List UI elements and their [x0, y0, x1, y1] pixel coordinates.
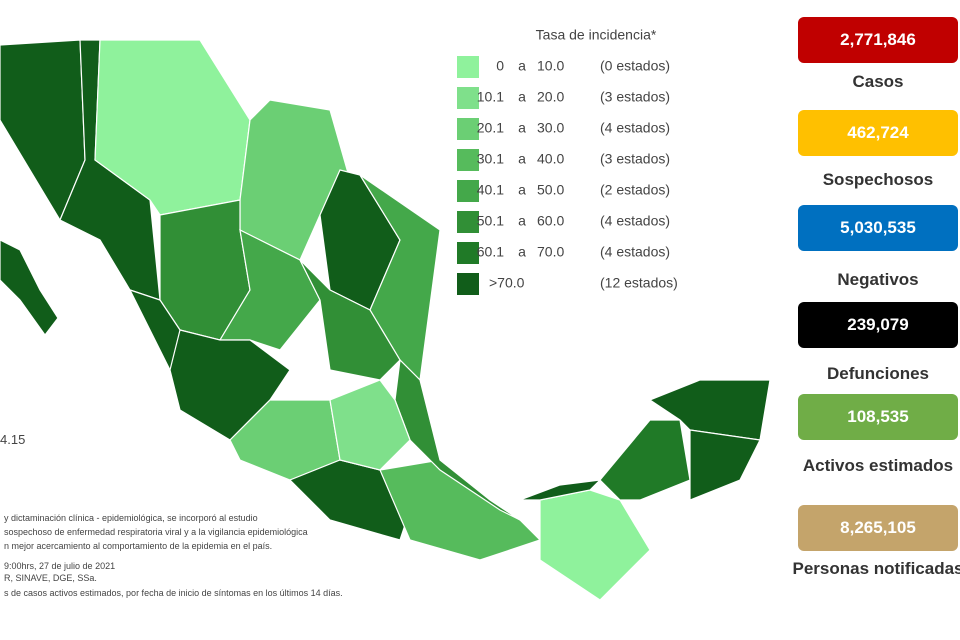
legend-count: (12 estados) — [600, 275, 678, 291]
legend-count: (2 estados) — [600, 182, 670, 198]
legend-swatch — [457, 87, 479, 109]
legend-from: 40.1 — [477, 182, 504, 198]
legend-connector: a — [518, 89, 526, 105]
legend-from: >70.0 — [489, 275, 525, 291]
legend-from: 50.1 — [477, 213, 504, 229]
legend-swatch — [457, 180, 479, 202]
legend-count: (4 estados) — [600, 120, 670, 136]
legend-to: 60.0 — [537, 213, 564, 229]
notes: y dictaminación clínica - epidemiológica… — [4, 513, 343, 598]
note: sospechoso de enfermedad respiratoria vi… — [4, 527, 308, 537]
legend-swatch — [457, 118, 479, 140]
legend-to: 20.0 — [537, 89, 564, 105]
state — [539, 489, 651, 601]
note: R, SINAVE, DGE, SSa. — [4, 573, 97, 583]
legend-count: (4 estados) — [600, 244, 670, 260]
note: 9:00hrs, 27 de julio de 2021 — [4, 561, 115, 571]
legend-count: (4 estados) — [600, 213, 670, 229]
stat-value: 239,079 — [798, 302, 958, 348]
stat-label: Personas notificadas — [792, 559, 960, 578]
state — [599, 419, 691, 501]
stat-label: Activos estimados — [802, 456, 954, 475]
stat-value: 8,265,105 — [798, 505, 958, 551]
legend-connector: a — [518, 58, 526, 74]
side-text: 4.15 — [0, 432, 25, 447]
legend-from: 0 — [496, 58, 504, 74]
legend-count: (3 estados) — [600, 89, 670, 105]
note: n mejor acercamiento al comportamiento d… — [4, 541, 272, 551]
legend-connector: a — [518, 182, 526, 198]
legend-swatch — [457, 273, 479, 295]
legend-count: (3 estados) — [600, 151, 670, 167]
legend-swatch — [457, 242, 479, 264]
mexico-map — [0, 39, 771, 601]
state — [379, 459, 542, 561]
stat-label: Sospechosos — [822, 170, 934, 189]
note: y dictaminación clínica - epidemiológica… — [4, 513, 258, 523]
legend-from: 20.1 — [477, 120, 504, 136]
legend-connector: a — [518, 213, 526, 229]
legend-title: Tasa de incidencia* — [536, 27, 657, 43]
state — [519, 479, 602, 501]
legend-from: 10.1 — [477, 89, 504, 105]
stat-value: 5,030,535 — [798, 205, 958, 251]
legend-swatch — [457, 211, 479, 233]
legend-from: 60.1 — [477, 244, 504, 260]
legend-from: 30.1 — [477, 151, 504, 167]
legend-swatch — [457, 149, 479, 171]
state — [299, 259, 401, 381]
legend-swatch — [457, 56, 479, 78]
state — [689, 429, 761, 501]
legend-connector: a — [518, 120, 526, 136]
legend-to: 50.0 — [537, 182, 564, 198]
legend-count: (0 estados) — [600, 58, 670, 74]
legend-connector: a — [518, 151, 526, 167]
state — [0, 239, 59, 337]
legend-to: 30.0 — [537, 120, 564, 136]
legend-to: 10.0 — [537, 58, 564, 74]
stat-label: Defunciones — [826, 364, 930, 383]
note: s de casos activos estimados, por fecha … — [4, 588, 343, 598]
stat-value: 2,771,846 — [798, 17, 958, 63]
stat-label: Negativos — [837, 270, 919, 289]
legend: Tasa de incidencia* 0 a 10.0 (0 estados)10.… — [457, 27, 678, 295]
stat-label: Casos — [852, 72, 904, 91]
stat-value: 462,724 — [798, 110, 958, 156]
state — [329, 379, 411, 471]
legend-to: 40.0 — [537, 151, 564, 167]
legend-to: 70.0 — [537, 244, 564, 260]
legend-connector: a — [518, 244, 526, 260]
stat-value: 108,535 — [798, 394, 958, 440]
